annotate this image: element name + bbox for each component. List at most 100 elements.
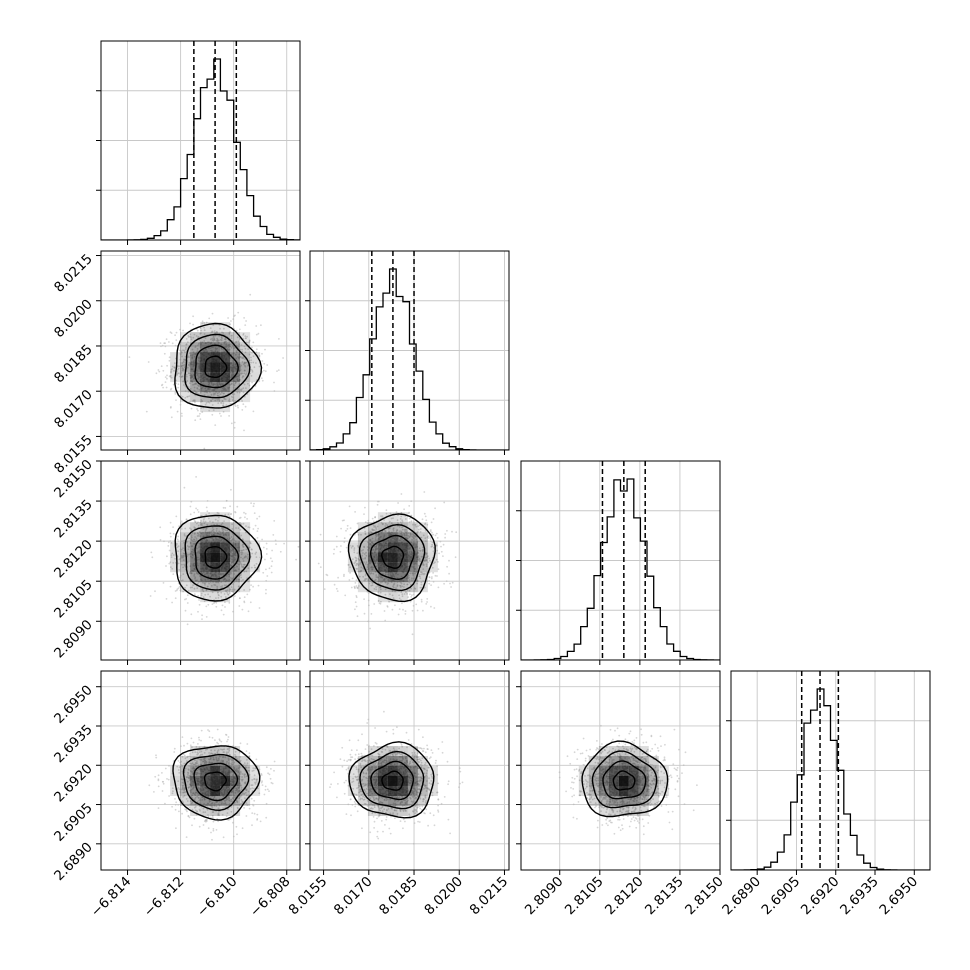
density-cell <box>200 582 211 593</box>
scatter-point <box>165 386 168 389</box>
scatter-point <box>354 561 356 564</box>
scatter-point <box>183 539 186 542</box>
scatter-point <box>403 583 405 586</box>
scatter-point <box>200 520 203 522</box>
density-cell <box>190 382 201 393</box>
histogram-panel <box>516 460 721 665</box>
scatter-point <box>262 571 265 574</box>
scatter-point <box>416 609 419 612</box>
scatter-point <box>239 574 242 577</box>
scatter-point <box>401 602 403 605</box>
contour-line <box>184 333 251 399</box>
scatter-point <box>274 539 277 542</box>
scatter-point <box>240 580 243 583</box>
scatter-point <box>155 372 158 375</box>
scatter-point <box>212 409 215 411</box>
scatter-point <box>214 392 217 395</box>
contour-line <box>184 525 251 591</box>
scatter-point <box>208 517 210 520</box>
scatter-point <box>253 566 256 569</box>
scatter-point <box>235 350 238 352</box>
density-cell <box>220 552 231 563</box>
density-cell <box>210 402 221 413</box>
scatter-point <box>416 582 418 585</box>
scatter-point <box>426 556 428 559</box>
scatter-point <box>174 557 177 560</box>
scatter-point <box>238 343 241 346</box>
scatter-point <box>417 549 420 552</box>
scatter-point <box>239 356 241 359</box>
scatter-point <box>200 592 203 595</box>
density-cell <box>240 332 251 343</box>
scatter-point <box>355 567 358 570</box>
scatter-point <box>202 824 205 826</box>
scatter-point <box>229 592 231 594</box>
scatter-point <box>181 556 183 559</box>
scatter-point <box>201 614 204 617</box>
scatter-point <box>185 373 188 376</box>
scatter-point <box>194 577 196 580</box>
scatter-point <box>210 400 213 403</box>
scatter-point <box>408 505 411 507</box>
density-cell <box>210 322 221 333</box>
scatter-point <box>265 553 268 555</box>
scatter-point <box>364 557 366 560</box>
scatter-point <box>256 517 258 520</box>
scatter-point <box>170 542 173 544</box>
scatter-point <box>454 556 457 559</box>
scatter-point <box>202 520 205 523</box>
panel-content <box>310 251 509 450</box>
scatter-point <box>175 399 177 401</box>
scatter-point <box>208 317 211 320</box>
scatter-point <box>366 522 369 525</box>
scatter-point <box>231 399 234 402</box>
scatter-point <box>235 357 238 360</box>
scatter-panel <box>305 460 510 665</box>
scatter-point <box>190 407 193 410</box>
scatter-point <box>179 550 182 553</box>
scatter-point <box>180 376 183 378</box>
scatter-point <box>227 349 230 352</box>
scatter-point <box>428 582 431 585</box>
scatter-point <box>242 387 245 390</box>
density-cell <box>180 362 191 373</box>
scatter-panel <box>96 460 301 665</box>
scatter-point <box>297 545 300 548</box>
scatter-point <box>202 581 204 584</box>
scatter-point <box>240 553 243 556</box>
scatter-point <box>368 571 371 574</box>
scatter-point <box>270 571 273 574</box>
scatter-point <box>182 380 184 383</box>
scatter-point <box>412 561 415 564</box>
scatter-point <box>398 539 400 542</box>
scatter-point <box>212 324 215 327</box>
scatter-point <box>222 572 225 575</box>
scatter-point <box>188 546 190 548</box>
scatter-point <box>161 772 163 774</box>
scatter-point <box>343 541 346 543</box>
scatter-point <box>153 791 155 793</box>
scatter-point <box>206 510 209 513</box>
scatter-point <box>224 606 226 608</box>
scatter-point <box>226 538 229 540</box>
scatter-point <box>264 370 267 373</box>
scatter-point <box>162 582 165 584</box>
scatter-point <box>412 604 415 607</box>
scatter-point <box>223 398 226 400</box>
scatter-point <box>231 393 234 396</box>
scatter-point <box>199 327 202 329</box>
scatter-point <box>157 807 160 809</box>
scatter-point <box>181 395 184 398</box>
scatter-point <box>275 543 277 545</box>
scatter-point <box>233 566 236 569</box>
scatter-point <box>231 523 234 525</box>
scatter-point <box>173 369 175 372</box>
scatter-point <box>210 331 213 333</box>
scatter-point <box>167 545 170 547</box>
scatter-point <box>214 383 217 386</box>
scatter-point <box>443 501 446 504</box>
scatter-point <box>405 534 408 536</box>
scatter-point <box>448 572 450 575</box>
scatter-point <box>273 769 275 772</box>
scatter-point <box>232 396 235 399</box>
